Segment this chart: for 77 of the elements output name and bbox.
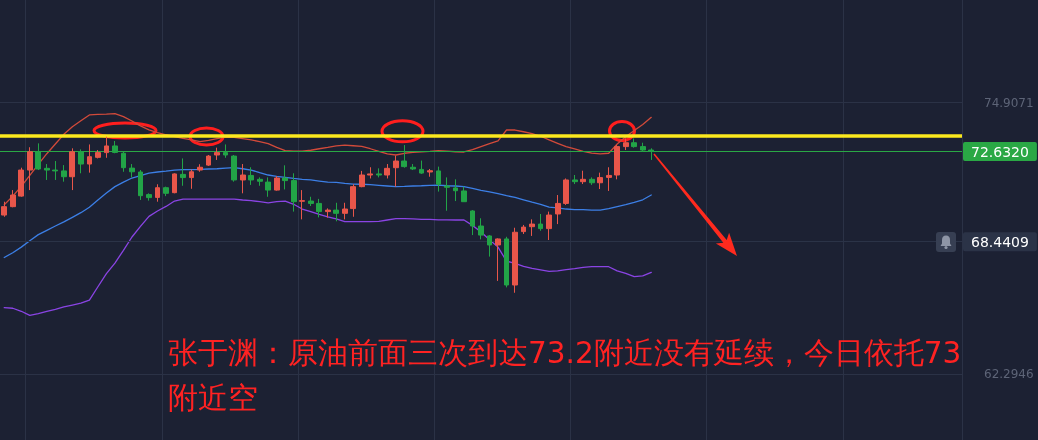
candlestick (563, 177, 569, 206)
candlestick (104, 136, 109, 159)
candlestick (521, 224, 526, 235)
candlestick (614, 144, 620, 180)
candlestick (231, 154, 237, 183)
candlestick (180, 157, 186, 187)
candlestick (206, 154, 211, 167)
y-tick-label: 62.2946 (984, 367, 1034, 382)
candlestick (470, 209, 475, 236)
candlestick (478, 217, 484, 240)
candlestick (350, 183, 356, 218)
candlestick (376, 167, 382, 178)
candlestick (163, 186, 169, 197)
candlestick (10, 189, 16, 208)
candlestick (308, 196, 314, 207)
candlestick (495, 237, 501, 282)
candlestick (69, 147, 75, 191)
candlestick (504, 236, 509, 288)
candlestick (623, 137, 629, 151)
candlestick (240, 163, 246, 194)
candlestick (538, 213, 543, 232)
annotation: 张于渊：原油前面三次到达73.2附近没有延续，今日依托73附近空 (168, 335, 963, 417)
candlestick (436, 166, 441, 193)
candlestick (172, 172, 177, 194)
candlestick (291, 172, 297, 213)
candlestick (606, 166, 612, 192)
candlestick (487, 234, 492, 258)
candlestick (410, 163, 416, 171)
candlestick (265, 176, 271, 198)
candlestick (359, 170, 365, 188)
candlestick (367, 166, 373, 179)
line-series (3, 113, 652, 206)
candlestick (572, 174, 578, 185)
candlestick (555, 194, 561, 225)
line-series (3, 167, 652, 259)
candlestick (189, 168, 194, 190)
candlestick (18, 167, 24, 198)
candlestick (1, 201, 7, 218)
candlestick (384, 163, 390, 179)
candlestick (87, 143, 92, 174)
ref-line-label: 68.4409 (971, 233, 1029, 250)
candlestick (453, 178, 458, 202)
candlestick (631, 137, 637, 149)
candlestick (342, 202, 348, 220)
candlestick (27, 146, 33, 191)
candlestick (95, 149, 101, 159)
candlestick (589, 176, 595, 186)
line-series (3, 198, 652, 317)
candlestick (197, 163, 203, 173)
candlestick (316, 198, 322, 218)
candlestick (274, 175, 280, 192)
candlestick (393, 155, 399, 188)
candlestick (257, 176, 263, 187)
ref-line-label: 72.6320 (971, 143, 1029, 160)
candlestick (282, 164, 288, 190)
candlestick (512, 227, 518, 294)
candlestick (461, 186, 467, 203)
candlestick (44, 163, 50, 181)
candlestick (444, 176, 450, 212)
candlestick (248, 166, 254, 186)
candlestick (597, 172, 603, 190)
candlestick (580, 170, 586, 185)
candlestick (52, 160, 58, 181)
candlestick (427, 168, 433, 178)
candlestick (138, 169, 143, 201)
candlestick (299, 189, 305, 220)
candlestick (546, 211, 552, 241)
y-tick-label: 74.9071 (984, 95, 1034, 110)
candlestick (129, 163, 135, 178)
candlestick (529, 218, 535, 237)
candlestick (214, 147, 220, 161)
candlestick (146, 192, 152, 202)
candlestick (61, 164, 67, 183)
candlestick (333, 202, 339, 222)
candlestick (325, 207, 331, 219)
candlestick (155, 183, 160, 203)
candlestick (419, 160, 424, 175)
